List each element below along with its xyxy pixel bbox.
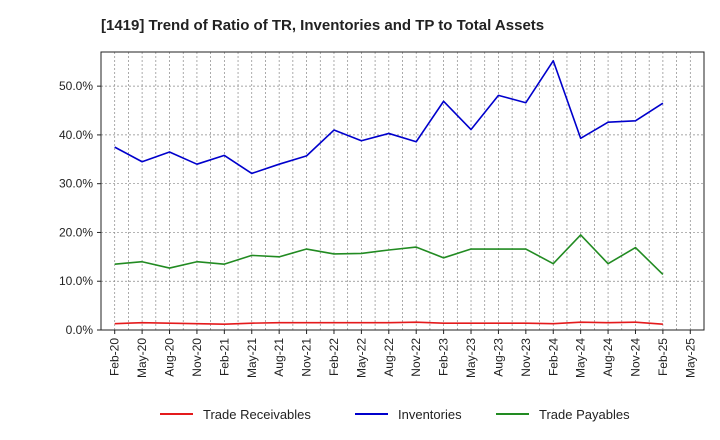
x-tick-label: Nov-22 bbox=[409, 338, 423, 377]
y-axis-ticks: 0.0% 10.0% 20.0% 30.0% 40.0% 50.0% bbox=[59, 79, 101, 337]
x-tick-label: Aug-24 bbox=[601, 338, 615, 377]
legend-label-trade-receivables: Trade Receivables bbox=[203, 407, 311, 422]
x-tick-label: May-25 bbox=[683, 338, 697, 378]
legend-label-trade-payables: Trade Payables bbox=[539, 407, 630, 422]
grid bbox=[101, 52, 704, 331]
legend-label-inventories: Inventories bbox=[398, 407, 462, 422]
x-tick-label: Aug-20 bbox=[163, 338, 177, 377]
x-tick-label: Feb-23 bbox=[437, 338, 451, 376]
series-lines bbox=[114, 59, 664, 325]
x-tick-label: Aug-23 bbox=[491, 338, 505, 377]
y-tick-label: 20.0% bbox=[59, 225, 93, 239]
series-line-inventories bbox=[114, 59, 664, 175]
x-tick-label: Feb-25 bbox=[656, 338, 670, 376]
y-tick-label: 10.0% bbox=[59, 274, 93, 288]
x-tick-label: Feb-24 bbox=[546, 338, 560, 376]
plot-frame bbox=[100, 51, 705, 331]
x-tick-label: Feb-21 bbox=[217, 338, 231, 376]
x-tick-label: Nov-23 bbox=[519, 338, 533, 377]
legend: Trade Receivables Inventories Trade Payabl… bbox=[160, 407, 630, 422]
series-line-trade-payables bbox=[114, 234, 664, 275]
x-axis-ticks: Feb-20 May-20 Aug-20 Nov-20 Feb-21 May-21 Aug-… bbox=[108, 330, 697, 378]
x-tick-label: May-21 bbox=[245, 338, 259, 378]
x-tick-label: May-22 bbox=[354, 338, 368, 378]
y-tick-label: 30.0% bbox=[59, 177, 93, 191]
y-tick-label: 50.0% bbox=[59, 79, 93, 93]
x-tick-label: Feb-22 bbox=[327, 338, 341, 376]
x-tick-label: Nov-21 bbox=[300, 338, 314, 377]
y-tick-label: 40.0% bbox=[59, 128, 93, 142]
x-tick-label: May-20 bbox=[135, 338, 149, 378]
series-line-trade-receivables bbox=[114, 321, 663, 325]
x-tick-label: Aug-22 bbox=[382, 338, 396, 377]
x-tick-label: Aug-21 bbox=[272, 338, 286, 377]
x-tick-label: Nov-24 bbox=[628, 338, 642, 377]
y-tick-label: 0.0% bbox=[66, 323, 94, 337]
chart-title: [1419] Trend of Ratio of TR, Inventories… bbox=[101, 17, 544, 34]
x-tick-label: May-23 bbox=[464, 338, 478, 378]
x-tick-label: Nov-20 bbox=[190, 338, 204, 377]
x-tick-label: May-24 bbox=[574, 338, 588, 378]
x-tick-label: Feb-20 bbox=[108, 338, 122, 376]
